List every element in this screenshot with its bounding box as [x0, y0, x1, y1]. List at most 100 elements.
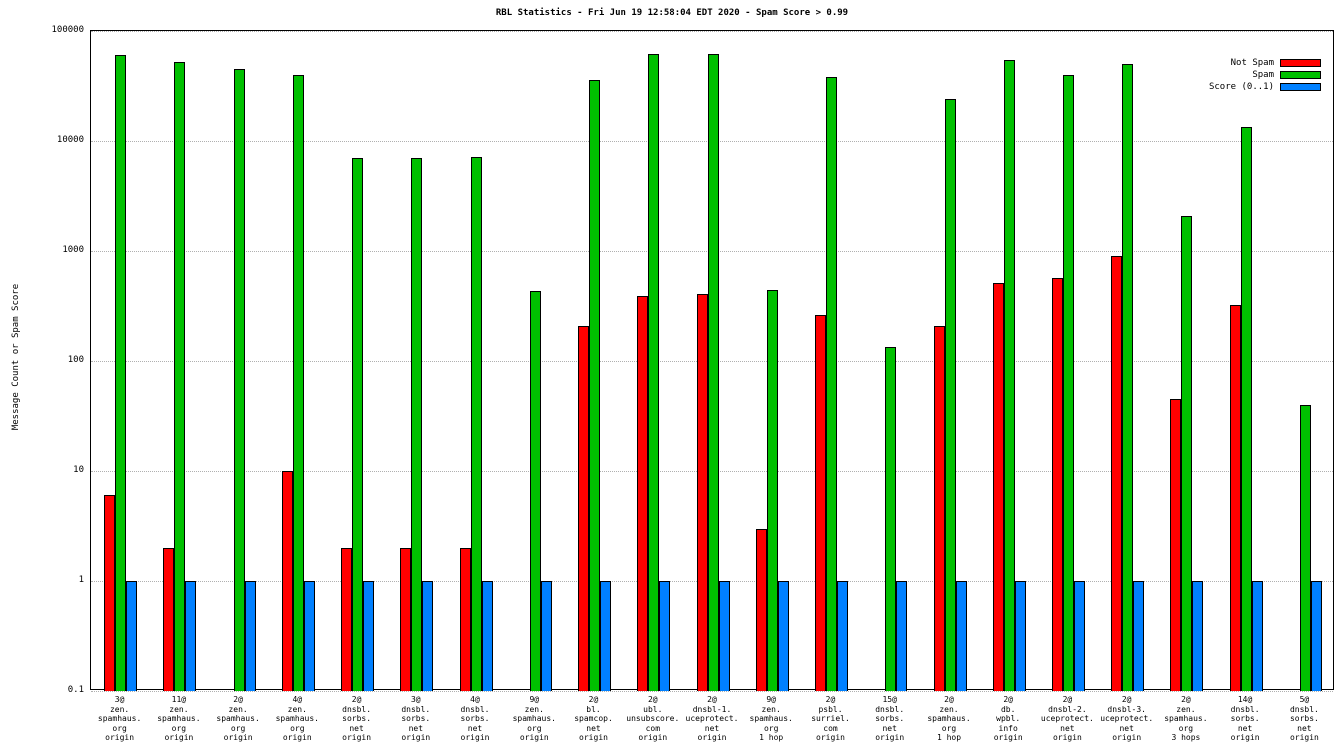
- bar-spam: [885, 346, 897, 691]
- bar-score-0-1-: [659, 581, 671, 691]
- y-tick-label: 100: [67, 354, 84, 365]
- x-tick-label: 15@ dnsbl. sorbs. net origin: [875, 695, 905, 742]
- bar-score-0-1-: [837, 581, 848, 691]
- plot-area: Not Spam Spam Score (0..1): [90, 30, 1334, 692]
- x-tick-label: 2@ zen. spamhaus. org origin: [216, 695, 260, 742]
- bar-score-0-1-: [1014, 581, 1026, 691]
- y-tick-label: 100000: [51, 24, 84, 35]
- bar-score-0-1-: [1073, 581, 1085, 691]
- bar-spam: [1299, 404, 1311, 691]
- x-tick-label: 5@ dnsbl. sorbs. net origin: [1289, 695, 1319, 742]
- bar-spam: [589, 79, 600, 691]
- bar-not-spam: [163, 547, 175, 691]
- bar-not-spam: [281, 471, 293, 691]
- x-tick-label: 2@ psbl. surriel. com origin: [811, 695, 850, 742]
- bar-score-0-1-: [303, 581, 315, 691]
- legend-swatch: [1280, 70, 1321, 79]
- bar-not-spam: [755, 528, 767, 691]
- y-tick-label: 10: [73, 464, 84, 475]
- bar-spam: [233, 69, 245, 691]
- bar-score-0-1-: [1133, 581, 1145, 691]
- bar-not-spam: [992, 283, 1004, 691]
- bar-not-spam: [400, 547, 412, 691]
- legend: Not Spam Spam Score (0..1): [1209, 57, 1321, 93]
- bar-spam: [1003, 60, 1015, 691]
- bar-spam: [826, 77, 837, 691]
- bar-score-0-1-: [126, 581, 138, 691]
- x-tick-label: 2@ dnsbl-2. uceprotect. net origin: [1040, 695, 1094, 742]
- bar-spam: [1122, 64, 1134, 691]
- bar-spam: [292, 74, 304, 691]
- bar-not-spam: [1051, 277, 1063, 691]
- bar-spam: [707, 53, 719, 691]
- bar-score-0-1-: [1192, 581, 1204, 691]
- bar-score-0-1-: [718, 581, 730, 691]
- x-tick-label: 11@ zen. spamhaus. org origin: [157, 695, 201, 742]
- gridline: [91, 691, 1333, 692]
- x-tick-label: 2@ dnsbl. sorbs. net origin: [342, 695, 372, 742]
- bar-score-0-1-: [1310, 581, 1322, 691]
- bar-spam: [470, 156, 482, 691]
- bar-spam: [115, 55, 127, 691]
- x-tick-label: 2@ db. wpbl. info origin: [993, 695, 1023, 742]
- bar-spam: [1240, 126, 1252, 691]
- bar-spam: [1062, 74, 1074, 691]
- bar-spam: [529, 291, 541, 691]
- bar-score-0-1-: [185, 581, 197, 691]
- x-tick-label: 9@ zen. spamhaus. org 1 hop: [749, 695, 793, 742]
- bar-not-spam: [815, 315, 826, 691]
- bar-spam: [411, 158, 423, 691]
- bar-not-spam: [637, 296, 649, 691]
- bar-score-0-1-: [600, 581, 611, 691]
- x-tick-label: 2@ ubl. unsubscore. com origin: [626, 695, 680, 742]
- legend-entry: Not Spam: [1209, 57, 1321, 68]
- bar-not-spam: [1170, 399, 1182, 691]
- x-tick-label: 3@ dnsbl. sorbs. net origin: [401, 695, 431, 742]
- x-tick-label: 14@ dnsbl. sorbs. net origin: [1230, 695, 1260, 742]
- bar-score-0-1-: [422, 581, 434, 691]
- legend-swatch: [1280, 58, 1321, 67]
- bar-not-spam: [696, 293, 708, 691]
- legend-label: Spam: [1252, 69, 1274, 80]
- bar-score-0-1-: [777, 581, 789, 691]
- bar-spam: [944, 99, 956, 691]
- bar-score-0-1-: [540, 581, 552, 691]
- bar-not-spam: [933, 325, 945, 691]
- bar-score-0-1-: [955, 581, 967, 691]
- bar-score-0-1-: [1251, 581, 1263, 691]
- y-tick-label: 10000: [56, 134, 84, 145]
- x-axis-tick-labels: 3@ zen. spamhaus. org origin 11@ zen. spamhaus.…: [90, 695, 1334, 751]
- y-tick-label: 0.1: [67, 684, 84, 695]
- bar-spam: [1181, 215, 1193, 691]
- x-tick-label: 3@ zen. spamhaus. org origin: [97, 695, 142, 742]
- legend-entry: Score (0..1): [1209, 81, 1321, 92]
- bar-score-0-1-: [896, 581, 908, 691]
- y-tick-label: 1: [78, 574, 84, 585]
- legend-label: Score (0..1): [1208, 81, 1274, 92]
- x-tick-label: 2@ dnsbl-1. uceprotect. net origin: [685, 695, 739, 742]
- x-tick-label: 9@ zen. spamhaus. org origin: [512, 695, 556, 742]
- bar-not-spam: [1111, 256, 1123, 691]
- legend-swatch: [1280, 82, 1321, 91]
- bar-not-spam: [341, 547, 353, 691]
- chart-title: RBL Statistics - Fri Jun 19 12:58:04 EDT…: [495, 8, 849, 18]
- x-tick-label: 2@ zen. spamhaus. org 1 hop: [927, 695, 971, 742]
- bar-not-spam: [459, 547, 471, 691]
- x-tick-label: 2@ zen. spamhaus. org 3 hops: [1164, 695, 1208, 742]
- bar-score-0-1-: [244, 581, 256, 691]
- x-tick-label: 2@ dnsbl-3. uceprotect. net origin: [1100, 695, 1154, 742]
- bar-spam: [352, 158, 364, 691]
- bar-spam: [648, 53, 660, 691]
- bar-spam: [174, 62, 186, 691]
- bar-spam: [766, 290, 778, 691]
- y-tick-label: 1000: [62, 244, 84, 255]
- x-tick-label: 4@ zen. spamhaus. org origin: [275, 695, 319, 742]
- gridline: [91, 31, 1333, 32]
- bar-not-spam: [104, 495, 116, 691]
- x-tick-label: 2@ bl. spamcop. net origin: [574, 695, 613, 742]
- bar-not-spam: [1229, 305, 1241, 691]
- bar-score-0-1-: [363, 581, 375, 691]
- x-tick-label: 4@ dnsbl. sorbs. net origin: [460, 695, 490, 742]
- legend-entry: Spam: [1209, 69, 1321, 80]
